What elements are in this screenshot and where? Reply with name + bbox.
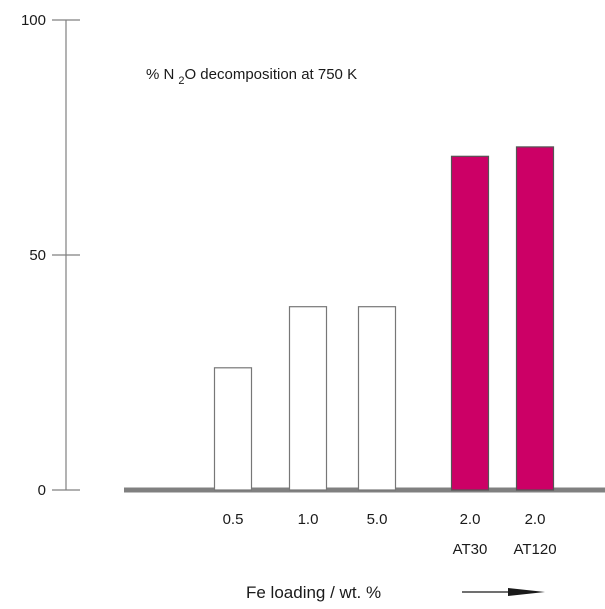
- x-tick-label: 5.0: [367, 511, 388, 528]
- bar: [450, 155, 490, 491]
- title-subscript: 2: [178, 75, 184, 87]
- x-axis-label: Fe loading / wt. %: [246, 583, 381, 602]
- x-axis-arrow-head: [508, 588, 545, 596]
- bar: [357, 306, 397, 491]
- y-tick-label: 100: [21, 12, 46, 29]
- x-tick-label: 2.0: [460, 511, 481, 528]
- x-tick-sublabel: AT120: [513, 541, 556, 558]
- x-tick-label: 0.5: [223, 511, 244, 528]
- chart-title: % N 2O decomposition at 750 K: [146, 66, 357, 87]
- category-labels: 0.5 1.0 5.0 2.0 AT30 2.0 AT120: [223, 511, 557, 558]
- bars: [213, 146, 555, 491]
- title-part-2: O decomposition at 750 K: [184, 66, 357, 83]
- x-tick-sublabel: AT30: [453, 541, 488, 558]
- x-tick-label: 2.0: [525, 511, 546, 528]
- bar: [288, 306, 328, 491]
- bar: [515, 146, 555, 491]
- bar: [213, 367, 253, 491]
- title-part-1: % N: [146, 66, 174, 83]
- x-tick-label: 1.0: [298, 511, 319, 528]
- y-ticks: 0 50 100: [21, 12, 80, 499]
- y-tick-label: 50: [29, 247, 46, 264]
- y-tick-label: 0: [38, 482, 46, 499]
